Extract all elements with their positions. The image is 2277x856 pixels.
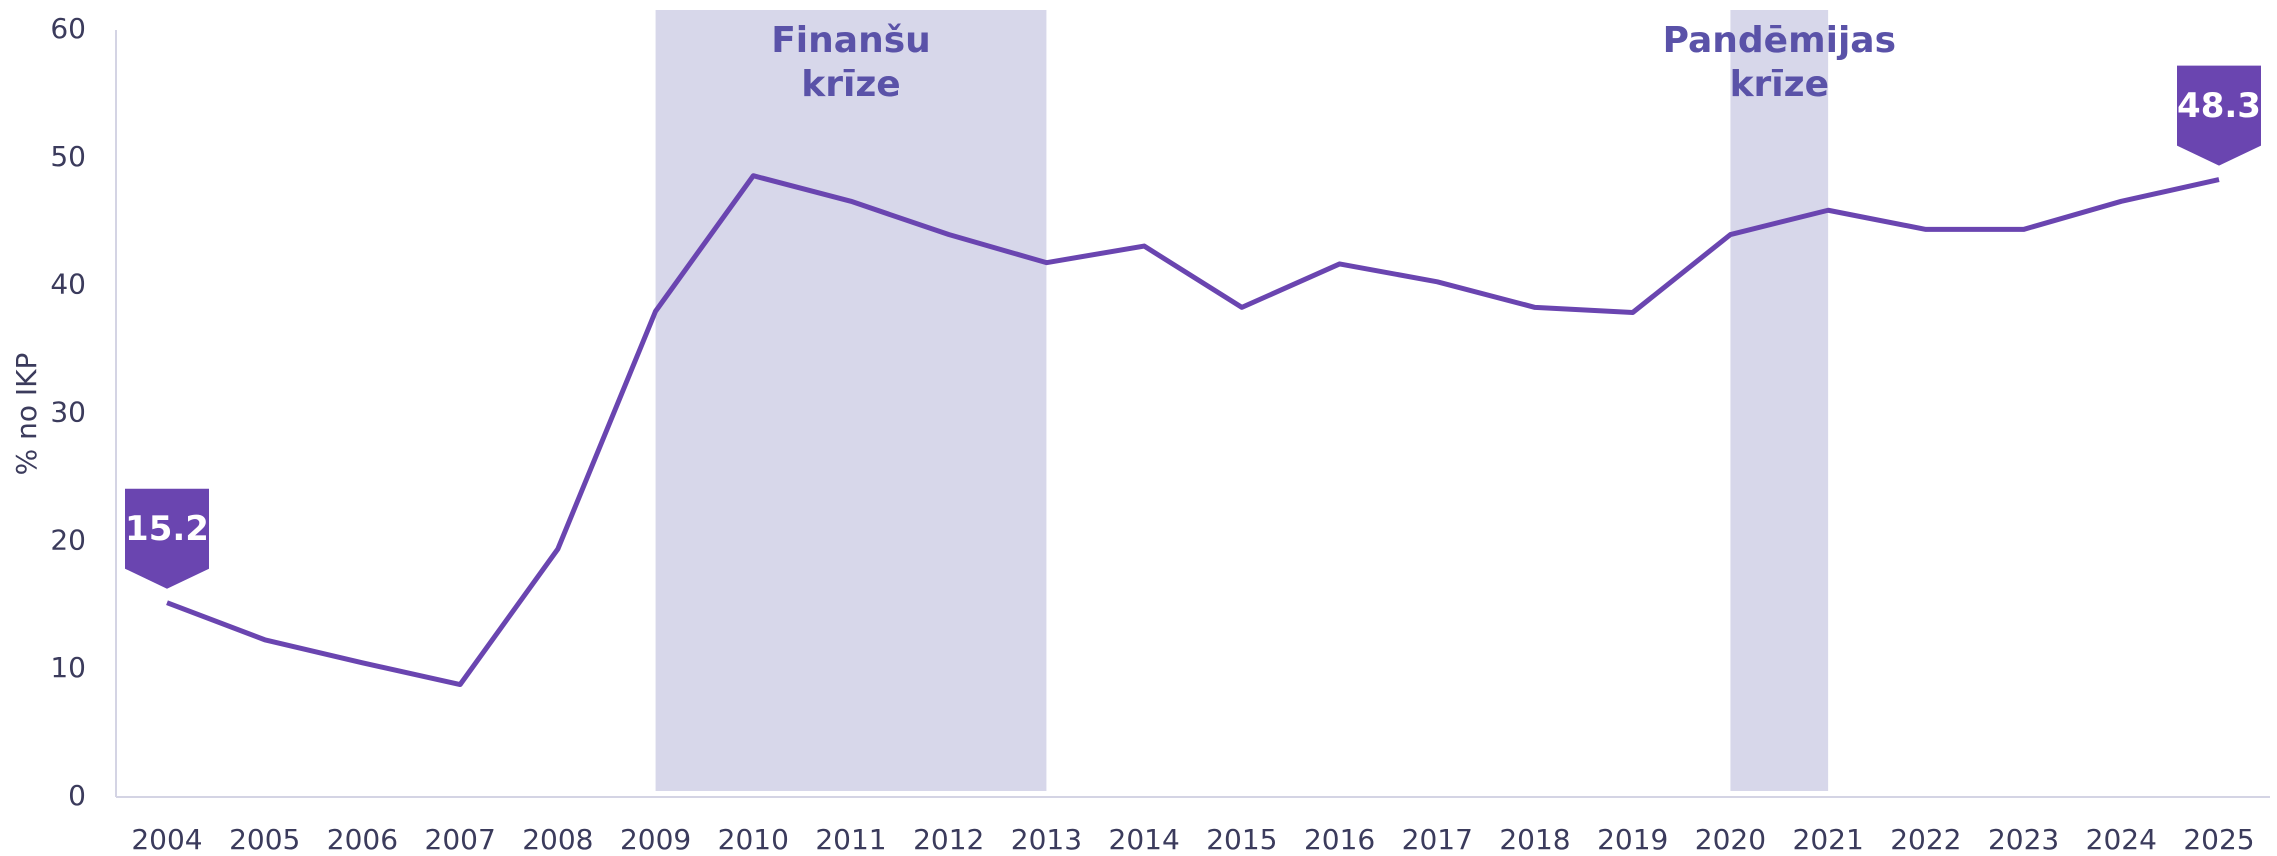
x-tick-label: 2008 [522, 823, 593, 856]
x-tick-label: 2010 [718, 823, 789, 856]
highlight-label: Finanšu [771, 20, 931, 61]
line [166, 173, 2220, 688]
y-tick-label: 0 [68, 779, 86, 812]
highlight-label: Pandēmijas [1663, 20, 1896, 61]
x-tick-label: 2019 [1597, 823, 1668, 856]
x-tick-label: 2009 [620, 823, 691, 856]
x-tick-label: 2005 [229, 823, 300, 856]
x-tick-label: 2020 [1695, 823, 1766, 856]
highlight-label: krīze [1730, 64, 1829, 105]
data-label-box [2177, 65, 2261, 166]
x-tick-label: 2014 [1109, 823, 1180, 856]
highlight-label: krīze [801, 64, 900, 105]
data-label-box [125, 488, 209, 589]
x-tick-label: 2021 [1793, 823, 1864, 856]
x-tick-label: 2018 [1499, 823, 1570, 856]
x-tick-label: 2011 [815, 823, 886, 856]
x-tick-label: 2004 [131, 823, 202, 856]
highlight-band [655, 10, 1047, 791]
highlight-band [1730, 10, 1829, 791]
x-tick-label: 2025 [2183, 823, 2254, 856]
x-tick-label: 2016 [1304, 823, 1375, 856]
x-tick-label: 2013 [1011, 823, 1082, 856]
x-tick-label: 2017 [1402, 823, 1473, 856]
x-tick-label: 2024 [2086, 823, 2157, 856]
x-tick-label: 2012 [913, 823, 984, 856]
x-tick-label: 2015 [1206, 823, 1277, 856]
y-tick-label: 20 [50, 523, 86, 556]
data-label: 48.3 [2177, 86, 2261, 126]
y-tick-label: 60 [50, 12, 86, 45]
data-label: 15.2 [125, 509, 209, 549]
y-tick-label: 10 [50, 651, 86, 684]
y-tick-label: 30 [50, 396, 86, 429]
y-axis-title: % no IKP [10, 353, 43, 476]
y-tick-label: 50 [50, 140, 86, 173]
x-tick-label: 2006 [327, 823, 398, 856]
x-tick-label: 2022 [1890, 823, 1961, 856]
x-tick-label: 2023 [1988, 823, 2059, 856]
x-tick-label: 2007 [425, 823, 496, 856]
y-tick-label: 40 [50, 268, 86, 301]
